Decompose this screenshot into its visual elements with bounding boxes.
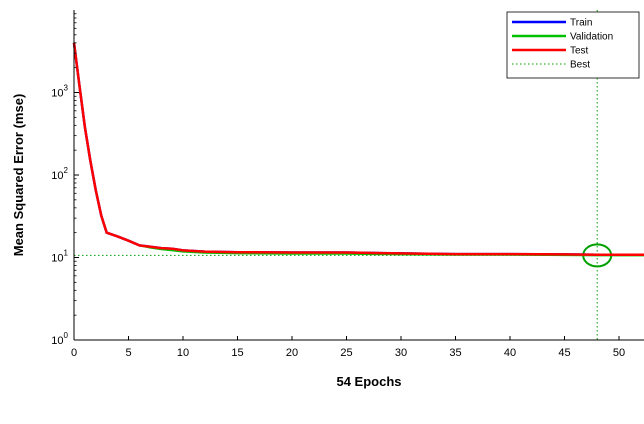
y-tick-base: 10 bbox=[51, 170, 63, 182]
x-axis-title: 54 Epochs bbox=[336, 374, 401, 389]
legend: Train Validation Test Best bbox=[506, 11, 640, 79]
y-tick-label: 103 bbox=[51, 84, 68, 100]
y-tick-label: 100 bbox=[51, 331, 68, 347]
y-tick-base: 10 bbox=[51, 335, 63, 347]
legend-label: Best bbox=[570, 60, 590, 71]
legend-label: Test bbox=[570, 46, 589, 57]
legend-label: Train bbox=[570, 18, 592, 29]
y-tick-exponent: 2 bbox=[64, 166, 69, 175]
series-lines bbox=[72, 42, 644, 257]
legend-label: Validation bbox=[570, 32, 613, 43]
x-tick-label: 40 bbox=[504, 347, 516, 359]
y-tick-exponent: 1 bbox=[64, 249, 69, 258]
x-tick-label: 15 bbox=[231, 347, 243, 359]
x-tick-label: 0 bbox=[71, 347, 77, 359]
y-axis-title: Mean Squared Error (mse) bbox=[11, 94, 26, 257]
x-tick-label: 20 bbox=[286, 347, 298, 359]
x-tick-label: 45 bbox=[558, 347, 570, 359]
series-line-test bbox=[72, 42, 644, 256]
x-tick-label: 25 bbox=[340, 347, 352, 359]
x-tick-label: 50 bbox=[613, 347, 625, 359]
y-tick-exponent: 3 bbox=[64, 84, 69, 93]
y-tick-exponent: 0 bbox=[64, 331, 69, 340]
y-tick-base: 10 bbox=[51, 88, 63, 100]
x-tick-label: 10 bbox=[177, 347, 189, 359]
x-tick-label: 30 bbox=[395, 347, 407, 359]
y-tick-label: 102 bbox=[51, 166, 68, 182]
y-tick-label: 101 bbox=[51, 249, 68, 265]
y-tick-base: 10 bbox=[51, 253, 63, 265]
x-tick-label: 5 bbox=[125, 347, 131, 359]
x-tick-label: 35 bbox=[449, 347, 461, 359]
